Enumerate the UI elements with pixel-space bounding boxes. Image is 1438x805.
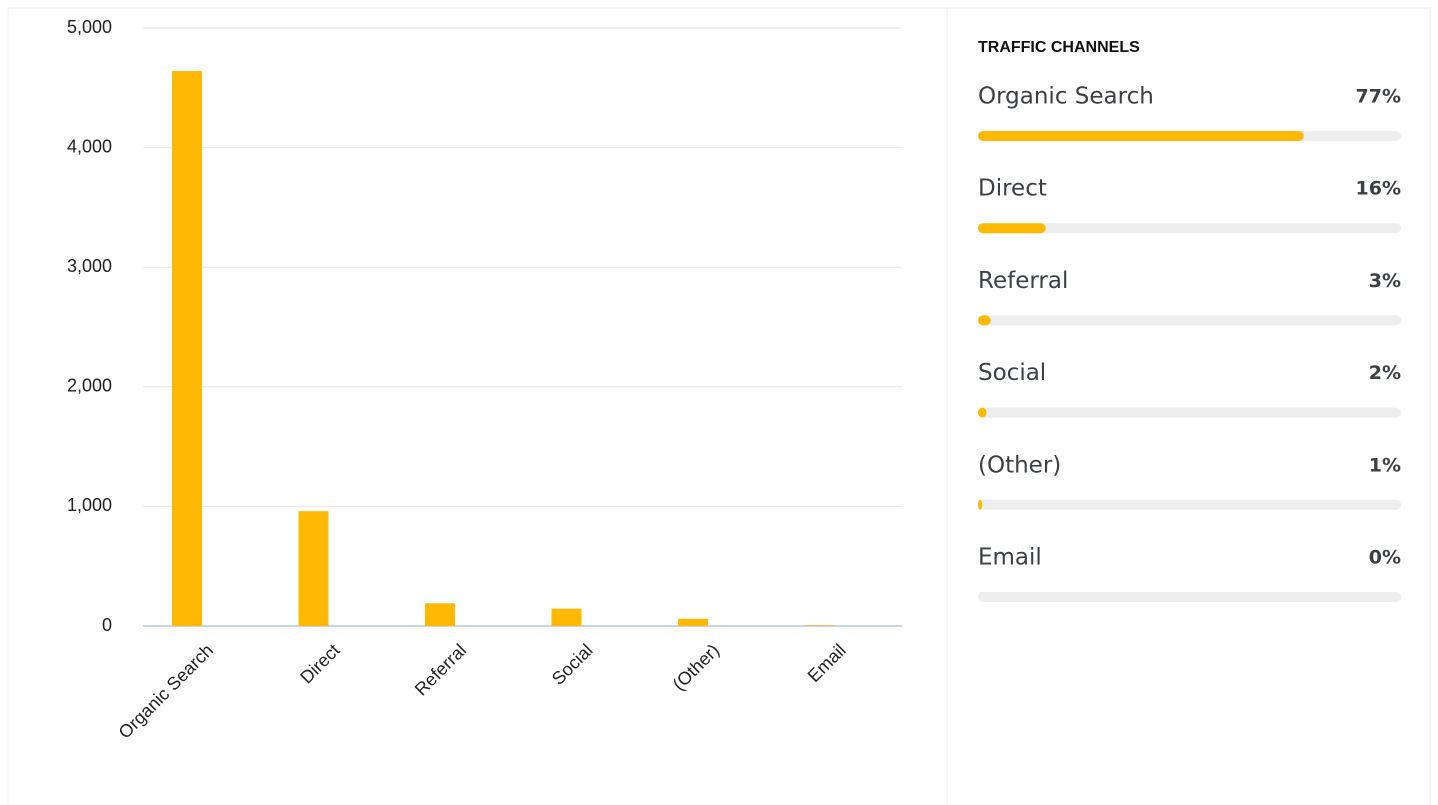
x-tick-label: Referral — [411, 640, 470, 699]
progress-fill — [978, 499, 983, 510]
progress-fill — [978, 315, 991, 326]
channel-percent: 1% — [1369, 454, 1401, 476]
progress-track — [978, 223, 1401, 234]
x-tick-label: Email — [804, 640, 850, 686]
progress-fill — [978, 131, 1304, 141]
channel-percent: 3% — [1369, 270, 1401, 292]
x-tick-label: Direct — [296, 640, 343, 687]
channel-name: Referral — [978, 268, 1068, 294]
y-tick-label: 0 — [102, 615, 112, 635]
x-tick-label: Organic Search — [115, 640, 218, 743]
frame — [7, 7, 1431, 805]
progress-fill — [978, 223, 1046, 234]
channel-percent: 0% — [1369, 547, 1401, 569]
bar — [298, 511, 329, 626]
channel-percent: 16% — [1356, 178, 1401, 200]
progress-track — [978, 407, 1401, 418]
bar — [172, 71, 202, 626]
channel-name: Organic Search — [978, 84, 1154, 110]
channel-name: Social — [978, 360, 1046, 386]
bar — [551, 608, 582, 626]
bar — [678, 618, 708, 626]
y-tick-label: 4,000 — [67, 136, 112, 156]
y-tick-label: 5,000 — [67, 17, 112, 37]
y-tick-label: 3,000 — [67, 256, 112, 276]
x-tick-label: Social — [548, 640, 597, 689]
progress-track — [978, 592, 1401, 602]
y-tick-label: 1,000 — [67, 495, 112, 515]
bar — [804, 625, 835, 626]
channel-percent: 2% — [1369, 362, 1401, 384]
bar — [425, 603, 455, 626]
channel-name: (Other) — [978, 452, 1061, 478]
x-tick-label: (Other) — [669, 640, 723, 694]
channel-name: Email — [978, 545, 1042, 571]
channel-percent: 77% — [1356, 86, 1401, 108]
panel-title: TRAFFIC CHANNELS — [978, 39, 1140, 56]
progress-track — [978, 499, 1401, 510]
progress-track — [978, 315, 1401, 326]
channel-name: Direct — [978, 176, 1047, 202]
y-tick-label: 2,000 — [67, 376, 112, 396]
progress-fill — [978, 407, 987, 418]
